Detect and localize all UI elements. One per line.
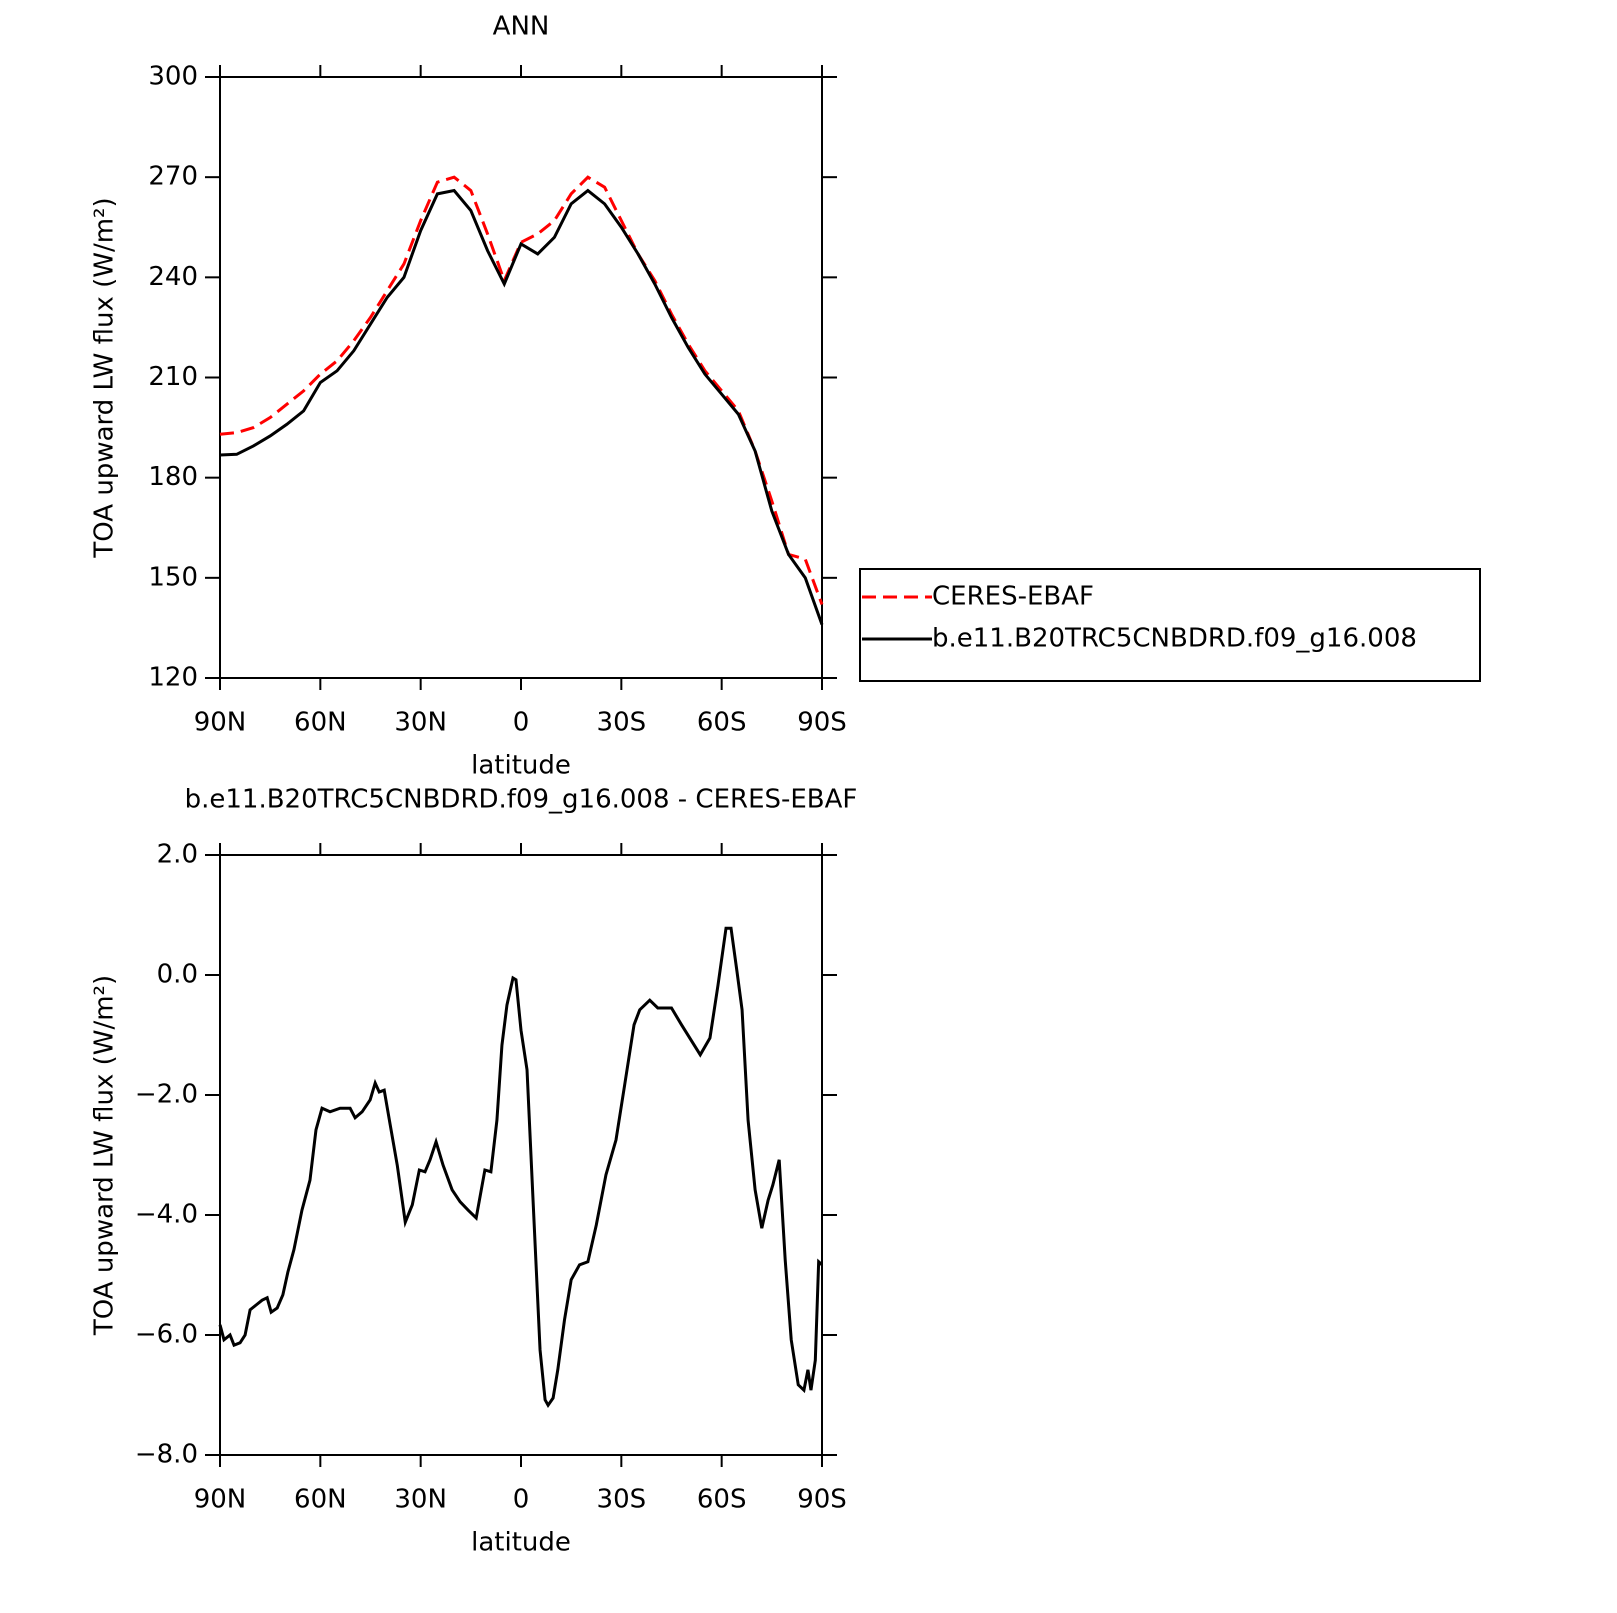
x-tick-label: 60S xyxy=(697,708,747,738)
y-tick-label: −8.0 xyxy=(135,1440,198,1470)
y-axis-label: TOA upward LW flux (W/m²) xyxy=(90,975,120,1336)
x-tick-label: 90N xyxy=(194,1485,247,1515)
chart-title: b.e11.B20TRC5CNBDRD.f09_g16.008 - CERES-… xyxy=(185,785,858,815)
x-tick-label: 30S xyxy=(597,1485,647,1515)
x-tick-label: 90N xyxy=(194,708,247,738)
x-tick-label: 90S xyxy=(797,708,847,738)
chart-title: ANN xyxy=(493,12,550,42)
x-tick-label: 60N xyxy=(294,708,347,738)
x-tick-label: 30S xyxy=(597,708,647,738)
series-line xyxy=(218,926,824,1409)
x-tick-label: 0 xyxy=(513,708,530,738)
x-tick-label: 30N xyxy=(394,708,447,738)
x-axis-label: latitude xyxy=(471,751,571,781)
x-tick-label: 90S xyxy=(797,1485,847,1515)
legend-label: CERES-EBAF xyxy=(932,582,1094,612)
y-tick-label: 150 xyxy=(148,562,198,592)
series-line xyxy=(219,175,824,606)
y-tick-label: 120 xyxy=(148,663,198,693)
x-tick-label: 60N xyxy=(294,1485,347,1515)
y-tick-label: −2.0 xyxy=(135,1080,198,1110)
y-tick-label: −6.0 xyxy=(135,1320,198,1350)
legend-box xyxy=(859,568,1481,682)
y-tick-label: 2.0 xyxy=(157,840,198,870)
plot-frame xyxy=(219,854,823,1456)
y-axis-label: TOA upward LW flux (W/m²) xyxy=(90,197,120,558)
x-axis-label: latitude xyxy=(471,1528,571,1558)
y-tick-label: 300 xyxy=(148,62,198,92)
y-tick-label: −4.0 xyxy=(135,1200,198,1230)
x-tick-label: 0 xyxy=(513,1485,530,1515)
legend-label: b.e11.B20TRC5CNBDRD.f09_g16.008 xyxy=(932,624,1417,654)
y-tick-label: 240 xyxy=(148,262,198,292)
y-tick-label: 180 xyxy=(148,462,198,492)
x-tick-label: 30N xyxy=(394,1485,447,1515)
y-tick-label: 270 xyxy=(148,162,198,192)
series-line xyxy=(219,188,824,626)
x-tick-label: 60S xyxy=(697,1485,747,1515)
plot-frame xyxy=(219,76,823,679)
y-tick-label: 0.0 xyxy=(157,960,198,990)
y-tick-label: 210 xyxy=(148,362,198,392)
